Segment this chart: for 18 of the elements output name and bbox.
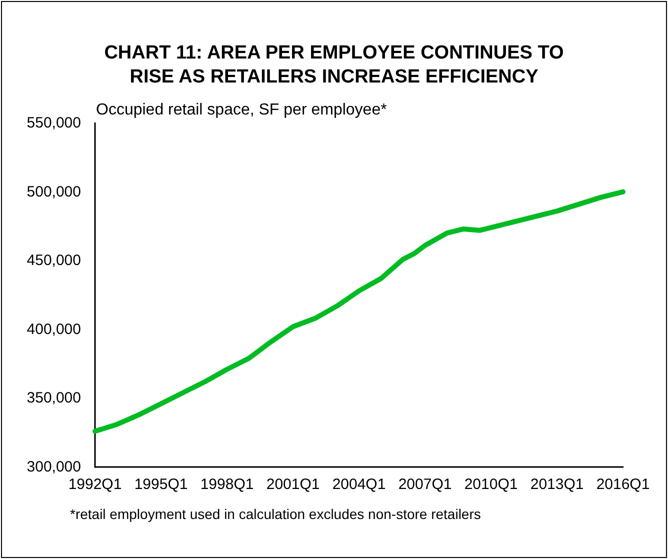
chart-title: CHART 11: AREA PER EMPLOYEE CONTINUES TO RISE AS RETAILERS INCREASE EFFICIENCY — [104, 42, 564, 88]
x-tick-label: 2010Q1 — [464, 476, 518, 493]
x-tick-label: 1998Q1 — [200, 476, 254, 493]
x-tick-label: 2001Q1 — [266, 476, 320, 493]
y-tick-label: 350,000 — [26, 390, 81, 407]
x-tick-label: 1995Q1 — [134, 476, 188, 493]
y-tick-label: 550,000 — [26, 114, 81, 132]
x-tick-label: 2004Q1 — [332, 476, 386, 493]
x-tick-label: 2016Q1 — [596, 476, 650, 493]
text: *retail employment used in calculation excludes non-store retailers — [70, 506, 481, 522]
y-tick-label: 300,000 — [26, 458, 81, 476]
x-tick-label: 2007Q1 — [398, 476, 452, 493]
y-tick-label: 500,000 — [26, 183, 81, 200]
x-tick-label: 2013Q1 — [530, 476, 584, 493]
y-tick-label: 450,000 — [26, 252, 81, 270]
y-tick-label: 400,000 — [26, 320, 81, 338]
x-tick-label: 1992Q1 — [68, 476, 122, 493]
y-axis-title: Occupied retail space, SF per employee* — [96, 102, 387, 118]
